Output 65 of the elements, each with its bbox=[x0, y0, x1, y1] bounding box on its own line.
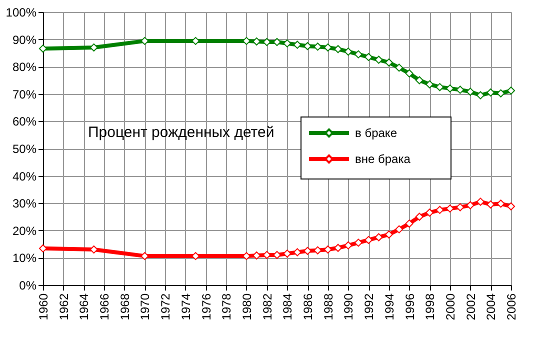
y-tick-label: 80% bbox=[12, 60, 37, 74]
x-tick-label: 1966 bbox=[98, 293, 112, 320]
x-tick-label: 1962 bbox=[56, 293, 71, 320]
x-tick-label: 1982 bbox=[260, 293, 274, 320]
point bbox=[384, 58, 393, 67]
x-tick-label: 1972 bbox=[158, 293, 173, 320]
point bbox=[506, 86, 516, 95]
x-tick-label: 1964 bbox=[77, 293, 92, 320]
x-tick-label: 2006 bbox=[504, 293, 518, 320]
point bbox=[395, 64, 404, 72]
x-tick-label: 1994 bbox=[382, 293, 396, 320]
point bbox=[334, 244, 342, 252]
annotation: Процент рожденных детей bbox=[88, 124, 274, 141]
x-tick-label: 1974 bbox=[178, 293, 193, 320]
point bbox=[426, 80, 434, 88]
x-tick-label: 1976 bbox=[199, 293, 214, 320]
point bbox=[466, 201, 474, 210]
legend-label: вне брака bbox=[355, 152, 411, 166]
x-tick-label: 2000 bbox=[443, 293, 458, 320]
point bbox=[354, 50, 362, 58]
point bbox=[374, 56, 383, 64]
point bbox=[466, 88, 474, 96]
x-tick-label: 2002 bbox=[464, 293, 478, 320]
x-tick-label: 1970 bbox=[138, 293, 152, 320]
x-tick-label: 1990 bbox=[342, 293, 356, 320]
x-tick-label: 1984 bbox=[280, 293, 295, 320]
point bbox=[344, 48, 352, 56]
point bbox=[405, 220, 414, 228]
x-tick-label: 1968 bbox=[118, 293, 132, 320]
y-tick-label: 70% bbox=[12, 87, 37, 102]
y-tick-label: 90% bbox=[12, 32, 37, 47]
y-tick-label: 40% bbox=[12, 169, 37, 184]
point bbox=[415, 76, 424, 84]
point bbox=[364, 53, 373, 62]
y-tick-label: 50% bbox=[12, 142, 37, 156]
point bbox=[140, 36, 149, 45]
y-tick-label: 20% bbox=[12, 224, 37, 238]
x-tick-label: 1978 bbox=[220, 293, 234, 320]
y-tick-label: 0% bbox=[19, 278, 37, 292]
point bbox=[364, 236, 373, 244]
x-tick-label: 1960 bbox=[36, 293, 50, 320]
x-tick-label: 2004 bbox=[484, 293, 498, 320]
point bbox=[415, 212, 424, 221]
legend-label: в браке bbox=[355, 126, 398, 140]
x-tick-label: 1992 bbox=[362, 293, 376, 320]
y-tick-label: 10% bbox=[12, 251, 37, 266]
x-tick-label: 1998 bbox=[423, 293, 438, 320]
y-tick-label: 60% bbox=[12, 114, 37, 129]
point bbox=[334, 45, 342, 54]
point bbox=[384, 230, 393, 239]
y-tick-label: 30% bbox=[12, 196, 37, 211]
x-tick-label: 1988 bbox=[321, 293, 336, 320]
y-tick-label: 100% bbox=[6, 6, 37, 20]
point bbox=[344, 241, 352, 250]
point bbox=[374, 233, 383, 242]
point bbox=[426, 208, 434, 217]
point bbox=[405, 69, 414, 78]
point bbox=[436, 83, 444, 92]
point bbox=[395, 225, 404, 234]
x-tick-label: 1980 bbox=[240, 293, 254, 320]
point bbox=[436, 206, 444, 214]
point bbox=[506, 202, 516, 210]
point bbox=[140, 252, 149, 260]
x-tick-label: 1986 bbox=[301, 293, 316, 320]
x-tick-label: 1996 bbox=[402, 293, 417, 320]
